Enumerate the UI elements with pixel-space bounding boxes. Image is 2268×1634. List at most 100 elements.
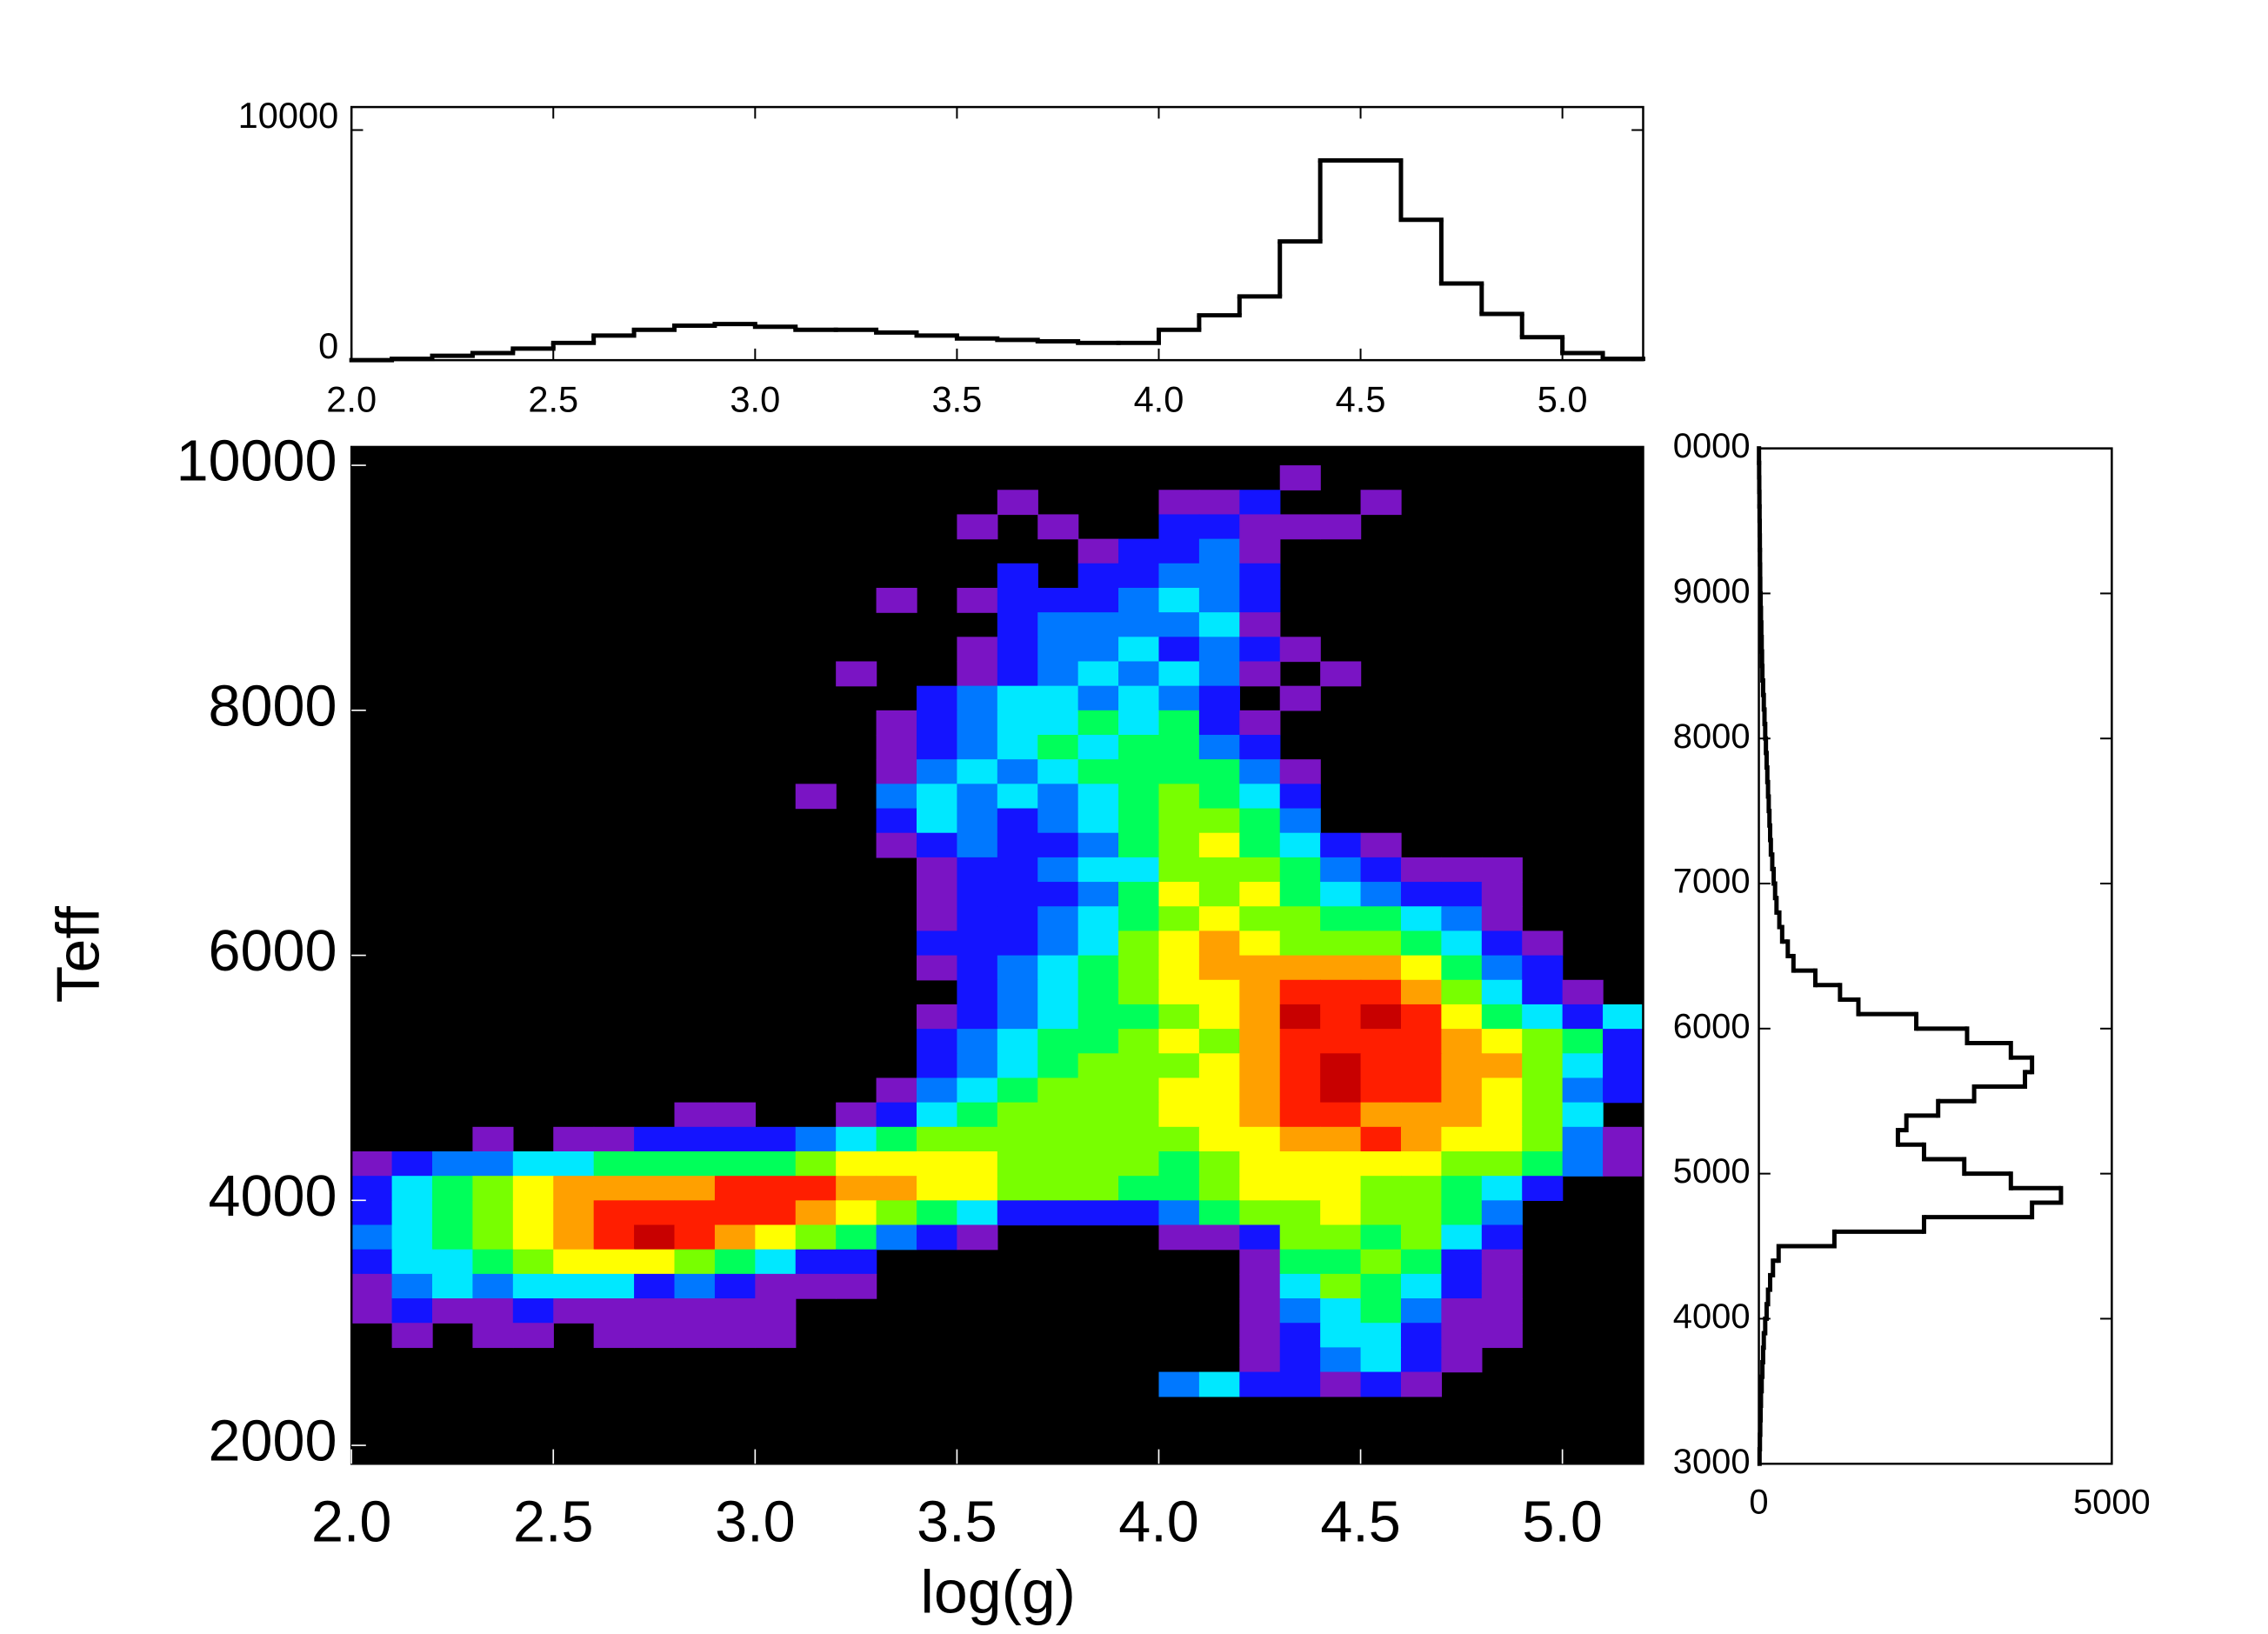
heatmap-cell	[1279, 808, 1321, 834]
heatmap-cell	[1037, 930, 1079, 957]
heatmap-cell	[1360, 1323, 1402, 1349]
x-tick-label: 2.0	[311, 1490, 391, 1554]
heatmap-cell	[1158, 637, 1200, 663]
heatmap-cell	[916, 1029, 958, 1054]
heatmap-cell	[916, 784, 958, 810]
heatmap-cell	[876, 710, 917, 736]
heatmap-cell	[1158, 1053, 1200, 1079]
heatmap-cell	[997, 661, 1038, 687]
y-tick-label: 2000	[209, 1410, 337, 1474]
heatmap-cell	[512, 1249, 554, 1275]
heatmap-cell	[714, 1126, 756, 1152]
heatmap-cell	[1522, 1029, 1564, 1054]
heatmap-cell	[714, 1224, 756, 1251]
heatmap-cell	[1360, 955, 1402, 981]
heatmap-cell	[714, 1249, 756, 1275]
heatmap-cell	[1360, 882, 1402, 907]
heatmap-cell	[1603, 1077, 1644, 1104]
heatmap-cell	[997, 1029, 1038, 1054]
heatmap-cell	[1320, 1323, 1362, 1349]
heatmap-cell	[351, 1200, 393, 1226]
heatmap-cell	[1158, 661, 1200, 687]
heatmap-cell	[1198, 759, 1240, 785]
heatmap-cell	[1441, 1150, 1483, 1177]
heatmap-cell	[957, 1102, 998, 1128]
heatmap-cell	[795, 1150, 837, 1177]
heatmap-cell	[1320, 832, 1362, 858]
x-tick-label: 5.0	[1538, 378, 1588, 419]
heatmap-cell	[1077, 612, 1119, 637]
heatmap-cell	[755, 1150, 797, 1177]
heatmap-cell	[916, 955, 958, 981]
heatmap-cell	[1239, 538, 1281, 564]
x-tick-label: 2.5	[513, 1490, 593, 1554]
heatmap-cell	[997, 490, 1038, 516]
heatmap-cell	[1158, 979, 1200, 1005]
y-tick-label: 4000	[1673, 1297, 1751, 1336]
heatmap-cell	[997, 563, 1038, 589]
heatmap-cell	[1441, 1126, 1483, 1152]
heatmap-cell	[1118, 857, 1160, 883]
heatmap-cell	[1279, 832, 1321, 858]
heatmap-cell	[1198, 710, 1240, 736]
heatmap-cell	[1279, 1126, 1321, 1152]
heatmap-cell	[391, 1249, 433, 1275]
heatmap-cell	[1118, 1176, 1160, 1202]
heatmap-cell	[1118, 784, 1160, 810]
heatmap-cell	[472, 1126, 514, 1152]
heatmap-cell	[1158, 906, 1200, 932]
heatmap-cell	[1037, 1077, 1079, 1104]
heatmap-cell	[1239, 759, 1281, 785]
heatmap-cell	[1037, 1126, 1079, 1152]
heatmap-cell	[755, 1249, 797, 1275]
heatmap-cell	[1239, 1053, 1281, 1079]
heatmap-cell	[1118, 1150, 1160, 1177]
heatmap-cell	[553, 1298, 595, 1324]
y-tick-label: 6000	[1673, 1007, 1751, 1045]
heatmap-cell	[1158, 1126, 1200, 1152]
heatmap-cell	[916, 1004, 958, 1030]
heatmap-cell	[1198, 1077, 1240, 1104]
heatmap-cell	[957, 514, 998, 540]
heatmap-cell	[1481, 1323, 1523, 1349]
heatmap-cell	[1077, 808, 1119, 834]
heatmap-cell	[432, 1298, 474, 1324]
heatmap-cell	[1279, 1029, 1321, 1054]
heatmap-cell	[1400, 1323, 1443, 1349]
heatmap-cell	[553, 1150, 595, 1177]
heatmap-cell	[1360, 490, 1402, 516]
heatmap-cell	[1522, 955, 1564, 981]
heatmap-cell	[1158, 759, 1200, 785]
heatmap-cell	[997, 1102, 1038, 1128]
heatmap-cell	[755, 1273, 797, 1299]
heatmap-cell	[1562, 1126, 1604, 1152]
heatmap-cell	[714, 1298, 756, 1324]
heatmap-cell	[957, 784, 998, 810]
heatmap-cell	[1400, 1347, 1443, 1373]
heatmap-cell	[1077, 710, 1119, 736]
heatmap-cell	[1158, 612, 1200, 637]
heatmap-cell	[1077, 1004, 1119, 1030]
heatmap-cell	[1360, 1102, 1402, 1128]
heatmap-cell	[1279, 1371, 1321, 1397]
heatmap-cell	[472, 1150, 514, 1177]
heatmap-cell	[1400, 1298, 1443, 1324]
heatmap-cell	[1441, 1249, 1483, 1275]
heatmap-cell	[1562, 1150, 1604, 1177]
heatmap-cell	[512, 1150, 554, 1177]
heatmap-cell	[1118, 612, 1160, 637]
heatmap-cell	[1077, 563, 1119, 589]
heatmap-cell	[674, 1200, 716, 1226]
heatmap-cell	[1320, 979, 1362, 1005]
heatmap-cell	[1562, 1053, 1604, 1079]
heatmap-cell	[1239, 1347, 1281, 1373]
y-axis-label: Teff	[43, 906, 111, 1004]
heatmap-cell	[755, 1176, 797, 1202]
heatmap-cell	[1562, 979, 1604, 1005]
heatmap-cell	[674, 1249, 716, 1275]
heatmap-cell	[351, 1273, 393, 1299]
heatmap-cell	[1360, 1126, 1402, 1152]
heatmap-cell	[1037, 587, 1079, 613]
heatmap-cell	[553, 1200, 595, 1226]
heatmap-cell	[1077, 1029, 1119, 1054]
